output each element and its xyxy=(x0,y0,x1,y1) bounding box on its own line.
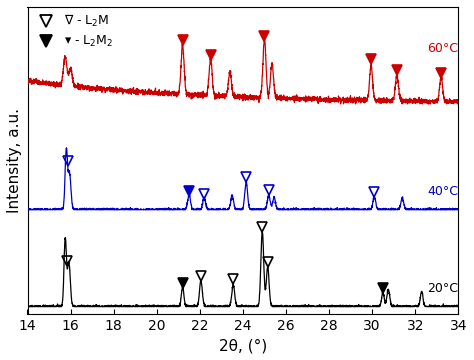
X-axis label: 2θ, (°): 2θ, (°) xyxy=(219,338,267,353)
Text: 60°C: 60°C xyxy=(427,42,458,55)
Legend: $\nabla$ - $\mathregular{L_2M}$, $\blacktriangledown$ - $\mathregular{L_2M_2}$: $\nabla$ - $\mathregular{L_2M}$, $\black… xyxy=(31,11,116,52)
Text: 20°C: 20°C xyxy=(427,282,458,295)
Text: 40°C: 40°C xyxy=(427,185,458,198)
Y-axis label: Intensity, a.u.: Intensity, a.u. xyxy=(7,108,22,213)
